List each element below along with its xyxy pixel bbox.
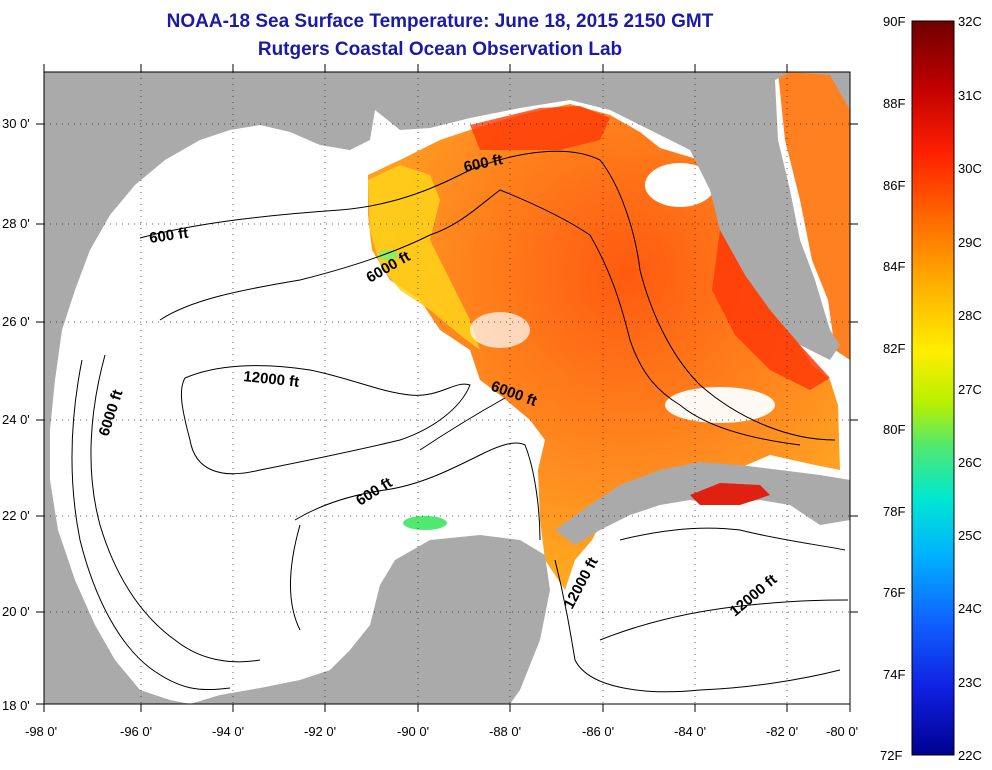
colorbar-fahrenheit-labels: 90F 88F 86F 84F 82F 80F 78F 76F 74F 72F: [880, 14, 905, 763]
x-tick-label: -98 0': [25, 724, 57, 739]
contour-6000ft: [90, 354, 261, 663]
colorbar-label-f: 80F: [883, 422, 905, 437]
axis-ticks: [36, 64, 858, 712]
colorbar-label-c: 32C: [958, 14, 982, 29]
colorbar-label-c: 22C: [958, 748, 982, 763]
colorbar-label-c: 30C: [958, 161, 982, 176]
contour-600ft: [71, 359, 231, 691]
contour-12000ft: [554, 559, 841, 693]
map-frame: [43, 71, 851, 705]
y-tick-label: 26 0': [2, 314, 30, 329]
cloud-gap: [645, 163, 715, 207]
bathymetry-contours: [71, 150, 849, 693]
sst-atlantic-strip: [778, 72, 850, 360]
colorbar-label-c: 29C: [958, 235, 982, 250]
y-tick-label: 18 0': [2, 698, 30, 713]
colorbar-label-c: 24C: [958, 601, 982, 616]
x-tick-label: -94 0': [212, 724, 244, 739]
x-tick-label: -90 0': [397, 724, 429, 739]
y-tick-label: 22 0': [2, 508, 30, 523]
x-tick-label: -84 0': [674, 724, 706, 739]
colorbar-label-c: 25C: [958, 528, 982, 543]
contour-12000ft: [599, 599, 849, 641]
contour-12000ft: [619, 527, 846, 551]
colorbar-label-c: 27C: [958, 382, 982, 397]
colorbar-label-f: 90F: [883, 14, 905, 29]
colorbar-label-f: 72F: [880, 748, 902, 763]
colorbar-label-f: 82F: [883, 341, 905, 356]
colorbar-gradient: [911, 20, 955, 756]
sst-cuba-north: [690, 483, 770, 505]
colorbar-label-f: 74F: [883, 667, 905, 682]
x-tick-label: -96 0': [120, 724, 152, 739]
x-tick-labels: -98 0' -96 0' -94 0' -92 0' -90 0' -88 0…: [25, 724, 858, 739]
y-tick-label: 28 0': [2, 216, 30, 231]
x-tick-label: -80 0': [826, 724, 858, 739]
contour-600ft: [139, 150, 836, 441]
cloud-gap: [470, 312, 530, 348]
land-us-gulf-coast: [44, 72, 850, 704]
sst-cooler-band: [368, 165, 480, 350]
sst-cool-patch: [378, 250, 398, 260]
colorbar-label-f: 78F: [883, 504, 905, 519]
contour-label: 600 ft: [148, 225, 189, 247]
map-title: NOAA-18 Sea Surface Temperature: June 18…: [166, 11, 714, 32]
colorbar-label-f: 76F: [883, 585, 905, 600]
y-tick-labels: 30 0' 28 0' 26 0' 24 0' 22 0' 20 0' 18 0…: [2, 116, 30, 713]
contour-6000ft: [290, 397, 506, 631]
contour-6000ft: [159, 189, 801, 446]
colorbar-label-c: 23C: [958, 675, 982, 690]
colorbar-label-c: 28C: [958, 308, 982, 323]
colorbar-label-f: 86F: [883, 178, 905, 193]
contour-12000ft: [180, 365, 471, 475]
x-tick-label: -88 0': [489, 724, 521, 739]
colorbar-label-c: 31C: [958, 88, 982, 103]
contour-600ft: [294, 442, 541, 541]
colorbar-label-c: 26C: [958, 455, 982, 470]
sst-cool-patch: [403, 516, 447, 530]
y-tick-label: 30 0': [2, 116, 30, 131]
x-tick-label: -82 0': [766, 724, 798, 739]
cloud-gap: [665, 387, 775, 423]
colorbar: 90F 88F 86F 84F 82F 80F 78F 76F 74F 72F …: [880, 14, 982, 763]
y-tick-label: 20 0': [2, 604, 30, 619]
graticule: [44, 72, 850, 704]
colorbar-label-f: 84F: [883, 259, 905, 274]
sst-warmest-core: [470, 106, 610, 150]
x-tick-label: -92 0': [304, 724, 336, 739]
x-tick-label: -86 0': [582, 724, 614, 739]
map-subtitle: Rutgers Coastal Ocean Observation Lab: [257, 39, 623, 60]
y-tick-label: 24 0': [2, 412, 30, 427]
colorbar-celsius-labels: 32C 31C 30C 29C 28C 27C 26C 25C 24C 23C …: [958, 14, 982, 763]
land-cuba: [555, 462, 850, 545]
contour-label: 12000 ft: [243, 368, 300, 391]
colorbar-label-f: 88F: [883, 96, 905, 111]
land-yucatan: [190, 535, 550, 704]
